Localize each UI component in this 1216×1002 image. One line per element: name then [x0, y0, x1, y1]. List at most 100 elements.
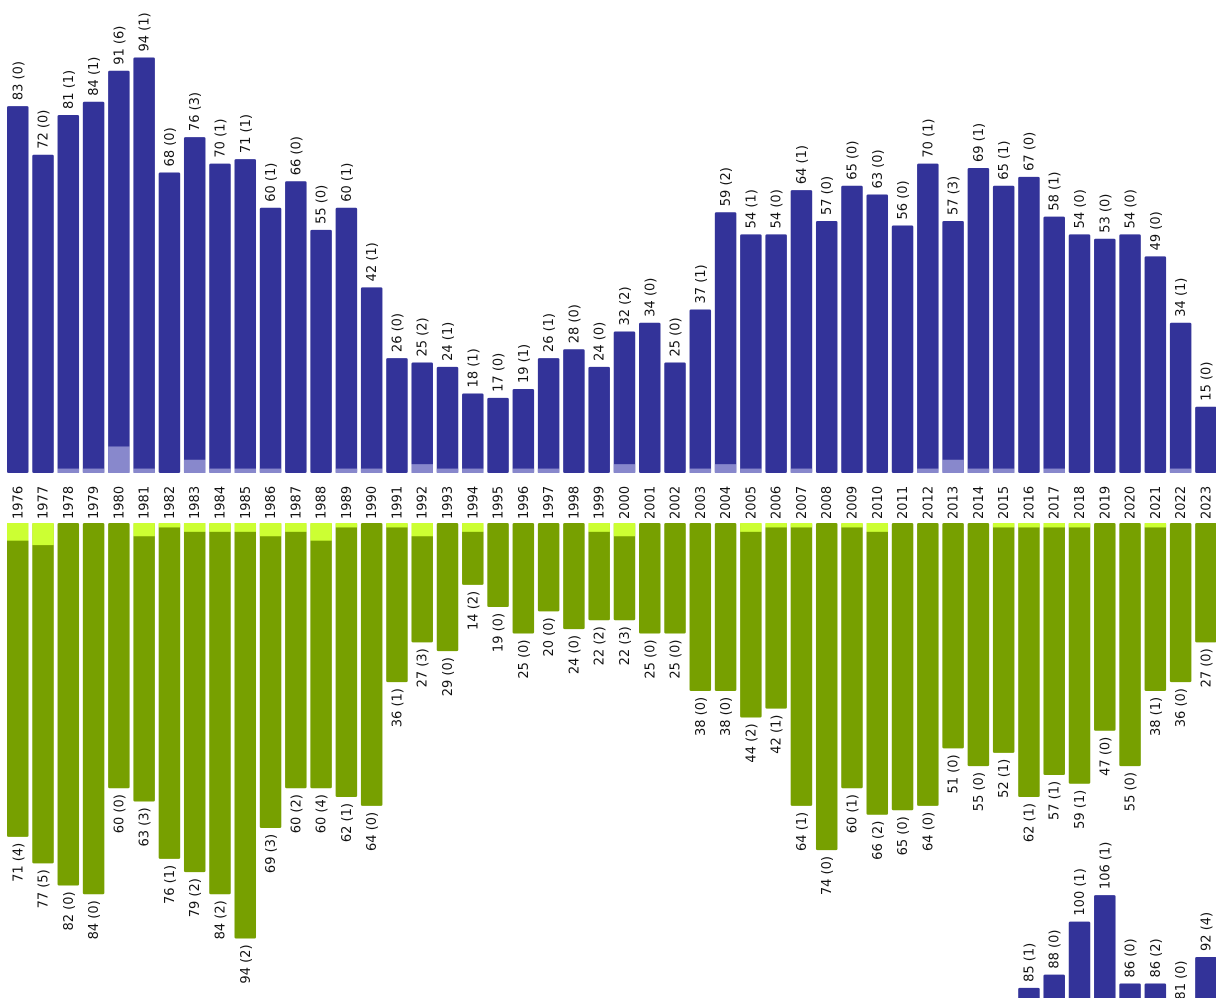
- upper-bar-2006: [765, 234, 787, 473]
- upper-bar-1985: [234, 159, 257, 473]
- lower-bar-2019: [1094, 523, 1116, 731]
- lower-bar-label-2001: 25 (0): [643, 640, 658, 679]
- lower-bar-1989: [335, 523, 358, 798]
- partial-bar-2017: [1043, 974, 1065, 1002]
- year-tick-label-1980: 1980: [112, 486, 127, 519]
- lower-bar-2003: [689, 523, 712, 691]
- lower-bar-label-1997: 20 (0): [542, 617, 557, 656]
- upper-bar-label-1986: 60 (1): [264, 163, 279, 202]
- partial-bar-label-2017: 88 (0): [1048, 930, 1063, 969]
- lower-bar-label-1999: 22 (2): [593, 626, 608, 665]
- upper-bar-label-2006: 54 (0): [770, 189, 785, 228]
- upper-bar-label-1992: 25 (2): [416, 317, 431, 356]
- upper-bar-1977: [32, 154, 54, 473]
- upper-bar-2015: [992, 185, 1015, 473]
- partial-bar-label-2020: 86 (0): [1124, 938, 1139, 977]
- lower-bar-label-2020: 55 (0): [1124, 772, 1139, 811]
- upper-bar-label-2020: 54 (0): [1124, 189, 1139, 228]
- upper-bar-label-2008: 57 (0): [820, 176, 835, 215]
- lower-bar-label-1991: 36 (1): [390, 688, 405, 727]
- upper-bar-label-1979: 84 (1): [87, 57, 102, 96]
- lower-bar-segment-1991: [386, 523, 408, 528]
- upper-bar-1994: [462, 393, 484, 473]
- lower-bar-label-2019: 47 (0): [1098, 737, 1113, 776]
- upper-bar-label-2002: 25 (0): [669, 317, 684, 356]
- upper-bar-1993: [436, 366, 459, 473]
- upper-bar-1987: [285, 181, 307, 473]
- lower-bar-label-1986: 69 (3): [264, 834, 279, 873]
- lower-bar-segment-2017: [1043, 523, 1065, 528]
- lower-bar-1998: [563, 523, 585, 630]
- lower-bar-1992: [411, 523, 433, 643]
- lower-bar-label-1993: 29 (0): [441, 657, 456, 696]
- upper-bar-label-1978: 81 (1): [62, 70, 77, 109]
- lower-bar-2008: [815, 523, 838, 851]
- upper-bar-2018: [1068, 234, 1091, 473]
- lower-bar-label-1981: 63 (3): [138, 807, 153, 846]
- upper-bar-label-2003: 37 (1): [694, 264, 709, 303]
- upper-bar-label-1989: 60 (1): [340, 163, 355, 202]
- lower-bar-1980: [108, 523, 130, 789]
- upper-bar-1984: [209, 163, 231, 473]
- lower-bar-segment-2000: [613, 523, 636, 537]
- lower-bar-label-2010: 66 (2): [871, 821, 886, 860]
- lower-bar-1982: [158, 523, 181, 859]
- lower-bar-label-1985: 94 (2): [239, 944, 254, 983]
- lower-bar-2020: [1119, 523, 1141, 767]
- year-tick-label-1999: 1999: [593, 486, 608, 519]
- lower-bar-2006: [765, 523, 787, 709]
- upper-bar-label-1977: 72 (0): [37, 110, 52, 149]
- partial-bar-2016: [1018, 987, 1040, 1002]
- lower-bar-label-2006: 42 (1): [770, 715, 785, 754]
- upper-bar-segment-1978: [57, 468, 80, 473]
- lower-bar-1987: [285, 523, 307, 789]
- lower-bar-label-1984: 84 (2): [213, 900, 228, 939]
- year-tick-label-1990: 1990: [365, 486, 380, 519]
- lower-bar-label-1988: 60 (4): [315, 794, 330, 833]
- year-tick-label-2013: 2013: [947, 486, 962, 519]
- lower-bar-label-2015: 52 (1): [997, 759, 1012, 798]
- upper-bar-2019: [1094, 238, 1116, 473]
- lower-bar-label-2004: 38 (0): [719, 697, 734, 736]
- lower-bar-1977: [32, 523, 54, 864]
- lower-bar-1996: [512, 523, 535, 634]
- upper-bar-2017: [1043, 216, 1065, 473]
- lower-bar-label-2022: 36 (0): [1174, 688, 1189, 727]
- lower-bar-segment-2009: [841, 523, 863, 528]
- upper-bar-2002: [664, 362, 686, 473]
- lower-bar-label-1989: 62 (1): [340, 803, 355, 842]
- upper-bar-segment-2000: [613, 464, 636, 473]
- upper-bar-1999: [588, 366, 610, 473]
- lower-bar-label-2000: 22 (3): [618, 626, 633, 665]
- lower-bar-segment-1989: [335, 523, 358, 528]
- lower-bar-segment-2015: [992, 523, 1015, 528]
- upper-bar-label-1984: 70 (1): [213, 119, 228, 158]
- upper-bar-label-2023: 15 (0): [1199, 362, 1214, 401]
- year-tick-label-2021: 2021: [1149, 486, 1164, 519]
- partial-bar-label-2021: 86 (2): [1149, 938, 1164, 977]
- lower-bar-label-1994: 14 (2): [466, 591, 481, 630]
- lower-bar-1999: [588, 523, 610, 621]
- lower-bar-label-1992: 27 (3): [416, 648, 431, 687]
- lower-bar-label-1996: 25 (0): [517, 640, 532, 679]
- lower-bar-segment-1994: [462, 523, 484, 532]
- upper-bar-2013: [942, 221, 964, 473]
- upper-bar-segment-1983: [183, 459, 206, 473]
- lower-bar-segment-1992: [411, 523, 433, 537]
- lower-bar-1979: [82, 523, 105, 895]
- upper-bar-segment-2012: [917, 468, 939, 473]
- year-tick-label-1982: 1982: [163, 486, 178, 519]
- upper-bar-2008: [815, 221, 838, 473]
- year-tick-label-1976: 1976: [11, 486, 26, 519]
- upper-bar-2007: [790, 190, 813, 473]
- lower-bar-2012: [917, 523, 939, 806]
- upper-bar-1990: [360, 287, 383, 473]
- upper-bar-1980: [108, 70, 130, 473]
- lower-bar-label-1995: 19 (0): [492, 613, 507, 652]
- lower-bar-segment-1988: [310, 523, 332, 541]
- upper-bar-segment-1996: [512, 468, 535, 473]
- year-tick-label-1995: 1995: [492, 486, 507, 519]
- upper-bar-1978: [57, 114, 80, 473]
- lower-bar-1997: [537, 523, 560, 612]
